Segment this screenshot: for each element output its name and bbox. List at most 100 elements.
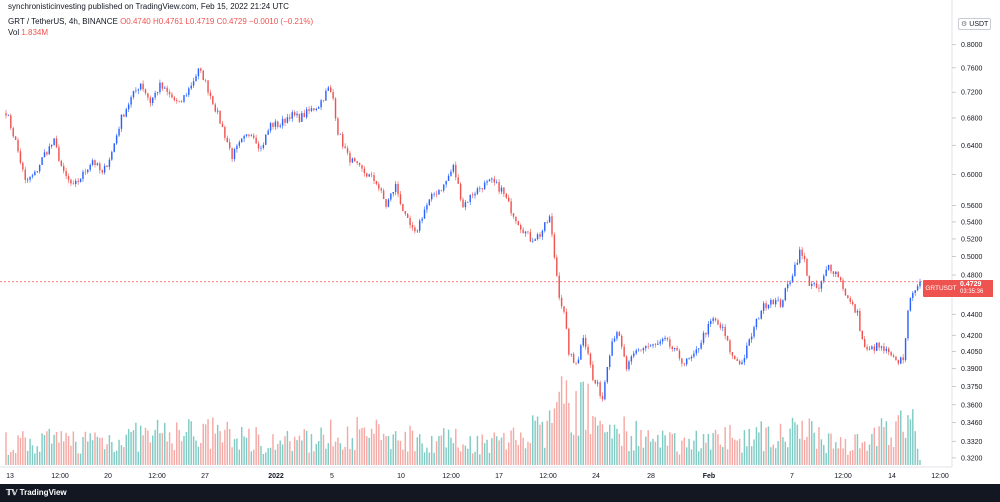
candle-body xyxy=(457,177,459,184)
candle-body xyxy=(859,311,861,331)
volume-bar xyxy=(301,440,303,465)
candle-body xyxy=(589,353,592,365)
time-axis[interactable]: 13 12:00 20 12:00 27 2022 5 10 12:00 17 12:00 24 28 F… xyxy=(6,473,949,480)
candle-body xyxy=(801,249,803,256)
volume-bar xyxy=(274,449,277,465)
volume-bar xyxy=(190,421,192,465)
candle-body xyxy=(289,117,291,119)
candle-body xyxy=(284,118,286,123)
volume-bar xyxy=(791,417,794,465)
candle-body xyxy=(325,90,327,101)
volume-bar xyxy=(337,437,339,465)
volume-bar xyxy=(851,450,854,465)
volume-bar xyxy=(269,447,272,465)
candle-body xyxy=(596,382,599,384)
volume-bar xyxy=(815,448,818,465)
candle-body xyxy=(344,146,346,149)
candle-body xyxy=(608,355,611,367)
candle-body xyxy=(753,327,755,337)
candle-body xyxy=(125,109,127,117)
candle-body xyxy=(544,222,546,231)
candle-body xyxy=(313,108,315,111)
candle-body xyxy=(760,310,762,319)
volume-bar xyxy=(827,433,830,465)
volume-bar xyxy=(616,428,618,465)
candle-body xyxy=(409,217,411,226)
volume-bar xyxy=(344,446,346,465)
candle-body xyxy=(435,193,438,195)
candle-body xyxy=(327,87,330,91)
candle-body xyxy=(782,300,784,307)
volume-bar xyxy=(811,421,813,465)
volume-bar xyxy=(695,430,698,465)
candle-body xyxy=(707,323,710,335)
candle-body xyxy=(22,162,24,170)
symbol-title[interactable]: GRT / TetherUS, 4h, BINANCE xyxy=(8,17,118,26)
volume-bar xyxy=(402,449,404,465)
candle-body xyxy=(693,353,695,357)
volume-bar xyxy=(532,415,534,465)
candle-body xyxy=(231,148,233,159)
volume-bar xyxy=(17,435,19,465)
volume-bar xyxy=(871,433,873,465)
candle-body xyxy=(724,326,726,337)
volume-bar xyxy=(878,426,880,465)
volume-bar xyxy=(99,437,101,465)
candle-body xyxy=(640,349,642,351)
candle-body xyxy=(55,138,58,148)
volume-bar xyxy=(394,431,397,465)
volume-bar xyxy=(601,424,604,465)
volume-bar xyxy=(46,431,48,465)
volume-bar xyxy=(94,432,96,465)
price-axis[interactable]: 0.8000 0.7600 0.7200 0.6800 0.6400 0.6000 0.56… xyxy=(952,42,983,462)
candle-body xyxy=(48,146,51,155)
candle-body xyxy=(702,332,705,343)
candle-body xyxy=(462,199,464,208)
candlestick-series xyxy=(5,67,921,402)
volume-bar xyxy=(517,445,520,465)
volume-bar xyxy=(635,420,637,465)
candle-body xyxy=(637,349,640,351)
candle-body xyxy=(815,283,818,288)
currency-unit-button[interactable]: ⚙ USDT xyxy=(958,18,992,30)
volume-bar xyxy=(897,415,900,465)
candle-body xyxy=(486,181,488,183)
candle-body xyxy=(236,145,238,150)
volume-bar xyxy=(596,425,599,465)
candle-body xyxy=(474,193,476,196)
candle-body xyxy=(755,318,758,328)
volume-bar xyxy=(671,433,673,465)
volume-bar xyxy=(875,446,878,465)
candle-body xyxy=(281,118,284,126)
volume-bar xyxy=(399,440,402,465)
volume-bar xyxy=(577,435,580,465)
volume-bar xyxy=(416,437,419,465)
candle-body xyxy=(731,352,734,356)
candle-body xyxy=(60,160,63,166)
volume-bar xyxy=(370,428,373,465)
candle-body xyxy=(902,357,904,361)
candle-body xyxy=(260,147,262,149)
volume-bar xyxy=(447,429,450,465)
volume-bar xyxy=(329,419,332,465)
volume-bar xyxy=(758,432,760,465)
candle-body xyxy=(652,344,654,346)
candle-body xyxy=(370,174,373,176)
volume-bar xyxy=(847,454,849,465)
volume-bar xyxy=(529,442,532,465)
volume-value: 1.834M xyxy=(21,28,49,37)
volume-bar xyxy=(281,444,284,465)
candle-body xyxy=(767,304,770,309)
tradingview-logo[interactable]: 𝕋𝕍 TradingView xyxy=(6,484,67,502)
volume-bar xyxy=(142,435,144,465)
candle-body xyxy=(467,201,469,203)
volume-bar xyxy=(582,381,584,465)
volume-label[interactable]: Vol xyxy=(8,28,20,37)
candle-body xyxy=(825,269,827,276)
candle-body xyxy=(159,82,161,93)
candle-body xyxy=(758,318,760,320)
volume-bar xyxy=(279,440,281,465)
volume-bar xyxy=(673,433,676,465)
volume-bar xyxy=(250,451,253,465)
